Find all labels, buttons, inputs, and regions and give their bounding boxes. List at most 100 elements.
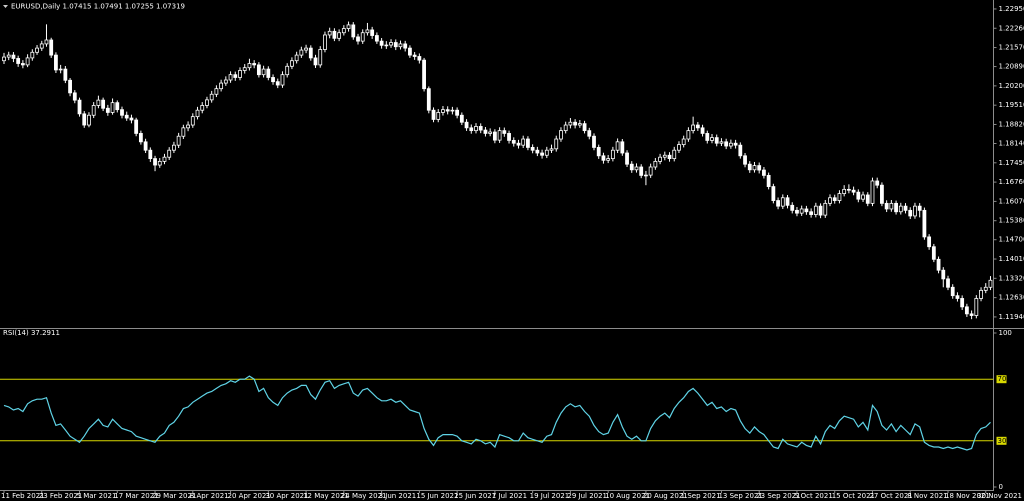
candle-body [913, 205, 917, 217]
candle-body [610, 149, 615, 160]
candle-body [771, 186, 776, 201]
candle-body [63, 68, 68, 81]
candle-body [889, 202, 894, 210]
candle-body [790, 204, 795, 211]
candle-body [474, 126, 478, 132]
candle-body [629, 163, 634, 171]
candle-body [72, 92, 77, 101]
x-tick-label: 15 Jun 2021 [416, 492, 458, 500]
candle-body [526, 138, 530, 148]
candle-body [228, 74, 233, 81]
candle-body [360, 32, 365, 42]
candle-body [573, 121, 578, 126]
candle-body [30, 51, 35, 59]
candle-body [502, 130, 507, 134]
candle-body [266, 68, 271, 78]
candle-body [596, 147, 601, 157]
candle-body [488, 131, 493, 134]
candle-body [559, 130, 563, 140]
y-tick-label: 1.19510 [999, 101, 1024, 109]
candle-body [379, 40, 384, 46]
x-tick-label: 5 Oct 2021 [794, 492, 833, 500]
candle-body [285, 65, 290, 76]
candle-body [955, 295, 960, 299]
candle-body [209, 93, 214, 101]
y-tick-label: 1.20890 [999, 63, 1024, 71]
candle-body [219, 82, 224, 90]
candle-body [450, 109, 455, 112]
candle-body [195, 109, 200, 118]
x-tick-label: 15 Oct 2021 [832, 492, 875, 500]
candle-body [365, 29, 370, 34]
candle-body [441, 109, 445, 113]
candle-body [190, 116, 195, 126]
candle-body [252, 63, 257, 66]
candle-body [384, 44, 389, 47]
candle-body [148, 149, 153, 160]
candle-body [563, 124, 568, 132]
candle-body [341, 28, 346, 34]
candle-body [941, 269, 946, 280]
y-tick-label: 1.22260 [999, 24, 1024, 32]
x-tick-label: 20 Aug 2021 [643, 492, 688, 500]
candle-body [931, 246, 936, 260]
candle-body [124, 114, 129, 119]
candle-body [25, 57, 30, 66]
candle-body [908, 209, 913, 217]
candle-body [323, 34, 327, 50]
candle-body [865, 194, 870, 204]
candle-body [634, 166, 639, 171]
candle-body [535, 149, 540, 154]
x-tick-label: 19 Jul 2021 [530, 492, 570, 500]
candle-body [969, 313, 974, 316]
candle-body [389, 42, 393, 46]
candle-body [393, 42, 398, 48]
candle-body [946, 278, 950, 288]
candle-body [49, 39, 54, 56]
candle-body [974, 298, 979, 316]
y-tick-label: 100 [999, 329, 1012, 337]
indicator-title: RSI(14) 37.2911 [3, 329, 60, 337]
candle-body [644, 174, 648, 177]
candle-body [695, 124, 700, 129]
y-tick-label: 1.22950 [999, 5, 1024, 13]
candle-body [346, 24, 351, 29]
candle-body [162, 156, 167, 162]
candle-body [592, 135, 596, 148]
y-tick-label: 1.17450 [999, 159, 1024, 167]
x-tick-label: 11 Feb 2021 [1, 492, 45, 500]
candle-body [757, 165, 762, 171]
candle-body [68, 79, 72, 94]
candle-body [620, 141, 625, 154]
candle-body [762, 169, 766, 176]
candle-body [705, 133, 710, 141]
x-tick-label: 5 Mar 2021 [77, 492, 117, 500]
candle-body [223, 79, 228, 84]
candle-body [181, 127, 186, 137]
candle-body [927, 236, 932, 248]
candle-body [436, 112, 441, 120]
candle-body [988, 279, 993, 288]
candle-body [129, 117, 134, 121]
candle-body [280, 74, 285, 86]
candle-body [290, 60, 294, 67]
x-tick-label: 13 Sep 2021 [718, 492, 762, 500]
candle-body [875, 180, 880, 186]
candle-body [54, 54, 58, 71]
level-label-box [996, 375, 1007, 384]
x-tick-label: 1 Sep 2021 [681, 492, 721, 500]
candle-body [115, 102, 120, 111]
candle-body [96, 99, 101, 106]
candle-body [818, 205, 823, 216]
candle-body [601, 155, 606, 161]
candle-body [483, 129, 488, 134]
candle-body [842, 188, 847, 194]
candle-body [507, 133, 511, 141]
candle-body [880, 184, 884, 204]
candle-body [304, 47, 308, 51]
candle-body [714, 137, 719, 144]
candle-body [426, 88, 431, 111]
x-tick-label: 27 Oct 2021 [869, 492, 912, 500]
candle-body [153, 158, 157, 166]
menu-arrow[interactable] [3, 5, 8, 8]
